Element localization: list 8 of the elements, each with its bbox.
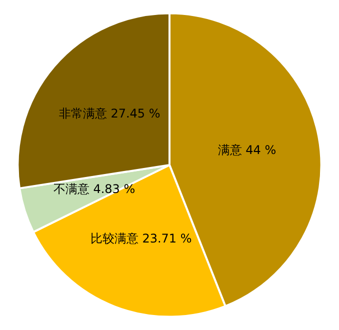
data-label: 44 % — [246, 143, 276, 158]
slice-label: 比较满意 — [90, 232, 142, 246]
data-label: 27.45 % — [110, 106, 160, 121]
data-label: 4.83 % — [93, 182, 136, 196]
slice-label: 满意 — [218, 143, 246, 158]
data-label: 23.71 % — [142, 232, 192, 246]
slice-label: 非常满意 — [58, 106, 111, 121]
slice-label: 不满意 — [53, 182, 94, 196]
